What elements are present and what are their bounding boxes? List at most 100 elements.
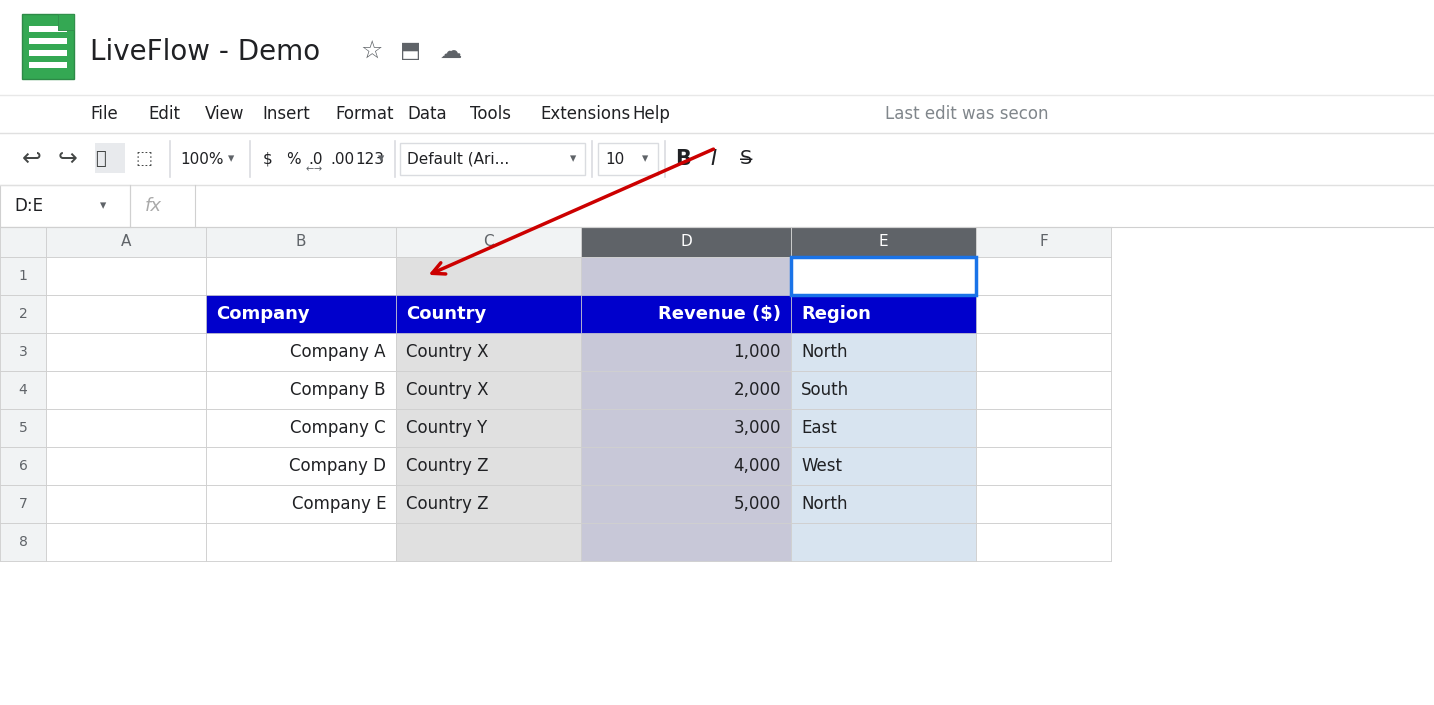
- Bar: [46, 227, 206, 561]
- Bar: [598, 143, 658, 175]
- Bar: [206, 295, 396, 333]
- Text: Insert: Insert: [262, 105, 310, 123]
- Bar: [792, 257, 977, 295]
- Bar: [0, 333, 46, 371]
- Text: A: A: [120, 235, 130, 250]
- Text: E: E: [879, 235, 888, 250]
- Text: D: D: [680, 235, 691, 250]
- Text: Company A: Company A: [291, 343, 386, 361]
- Text: D:E: D:E: [14, 197, 43, 215]
- Text: Country Z: Country Z: [406, 457, 489, 475]
- Bar: [792, 295, 977, 333]
- Text: ▾: ▾: [379, 152, 384, 166]
- Text: ▾: ▾: [100, 200, 106, 212]
- Text: 123: 123: [356, 152, 384, 166]
- Text: Tools: Tools: [470, 105, 511, 123]
- Text: Company: Company: [217, 305, 310, 323]
- Bar: [581, 447, 792, 485]
- Text: ⬒: ⬒: [400, 42, 422, 61]
- Text: Revenue ($): Revenue ($): [658, 305, 782, 323]
- Bar: [206, 227, 396, 561]
- Text: South: South: [802, 381, 849, 399]
- Text: Country: Country: [406, 305, 486, 323]
- Bar: [396, 295, 581, 333]
- Bar: [581, 409, 792, 447]
- Text: ☁: ☁: [440, 42, 462, 61]
- Bar: [396, 447, 581, 485]
- Bar: [57, 14, 75, 30]
- Bar: [0, 371, 46, 409]
- Bar: [95, 143, 125, 173]
- Text: B: B: [675, 149, 691, 169]
- Text: Country Z: Country Z: [406, 495, 489, 513]
- Text: Last edit was secon: Last edit was secon: [885, 105, 1048, 123]
- Text: $: $: [262, 152, 272, 166]
- Bar: [46, 371, 206, 409]
- Bar: [0, 185, 1434, 227]
- Bar: [792, 409, 977, 447]
- Text: ↩: ↩: [22, 147, 42, 171]
- Text: 7: 7: [19, 497, 27, 511]
- Bar: [792, 371, 977, 409]
- Bar: [0, 295, 46, 333]
- Bar: [396, 371, 581, 409]
- Bar: [581, 295, 792, 333]
- Bar: [977, 371, 1111, 409]
- Text: 10: 10: [605, 152, 624, 166]
- Bar: [46, 295, 206, 333]
- Text: Company B: Company B: [291, 381, 386, 399]
- Bar: [0, 447, 46, 485]
- Bar: [581, 485, 792, 523]
- Bar: [206, 295, 396, 333]
- Text: C: C: [483, 235, 493, 250]
- Bar: [977, 523, 1111, 561]
- Text: Country X: Country X: [406, 343, 489, 361]
- Bar: [581, 295, 792, 333]
- Text: ▾: ▾: [569, 152, 576, 166]
- Bar: [57, 14, 75, 30]
- Text: Country Y: Country Y: [406, 419, 488, 437]
- Text: 100%: 100%: [181, 152, 224, 166]
- Text: File: File: [90, 105, 118, 123]
- Bar: [977, 227, 1111, 257]
- Text: LiveFlow - Demo: LiveFlow - Demo: [90, 37, 320, 66]
- Text: .00: .00: [330, 152, 354, 166]
- Text: Company C: Company C: [290, 419, 386, 437]
- Bar: [792, 447, 977, 485]
- Text: 3: 3: [19, 345, 27, 359]
- Bar: [206, 409, 396, 447]
- Bar: [792, 257, 977, 295]
- Bar: [0, 257, 46, 295]
- Bar: [581, 257, 792, 295]
- Text: 3,000: 3,000: [734, 419, 782, 437]
- Text: Edit: Edit: [148, 105, 181, 123]
- Bar: [792, 227, 977, 257]
- Bar: [22, 14, 75, 79]
- Bar: [977, 447, 1111, 485]
- Bar: [206, 485, 396, 523]
- Bar: [29, 38, 67, 44]
- Text: 5: 5: [19, 421, 27, 435]
- Text: %: %: [285, 152, 301, 166]
- Bar: [581, 523, 792, 561]
- Bar: [581, 227, 792, 257]
- Text: ⬚: ⬚: [135, 150, 152, 168]
- Text: B: B: [295, 235, 307, 250]
- Text: Region: Region: [802, 305, 870, 323]
- Bar: [792, 295, 977, 333]
- Bar: [396, 295, 581, 333]
- Text: 1,000: 1,000: [734, 343, 782, 361]
- Text: Company E: Company E: [291, 495, 386, 513]
- Bar: [581, 333, 792, 371]
- Text: fx: fx: [145, 197, 162, 215]
- Bar: [46, 409, 206, 447]
- Text: North: North: [802, 343, 847, 361]
- Bar: [46, 485, 206, 523]
- Text: West: West: [802, 457, 842, 475]
- Bar: [0, 95, 1434, 133]
- Text: 5,000: 5,000: [734, 495, 782, 513]
- Bar: [396, 227, 581, 561]
- Bar: [206, 227, 396, 257]
- Bar: [977, 227, 1111, 561]
- Bar: [581, 371, 792, 409]
